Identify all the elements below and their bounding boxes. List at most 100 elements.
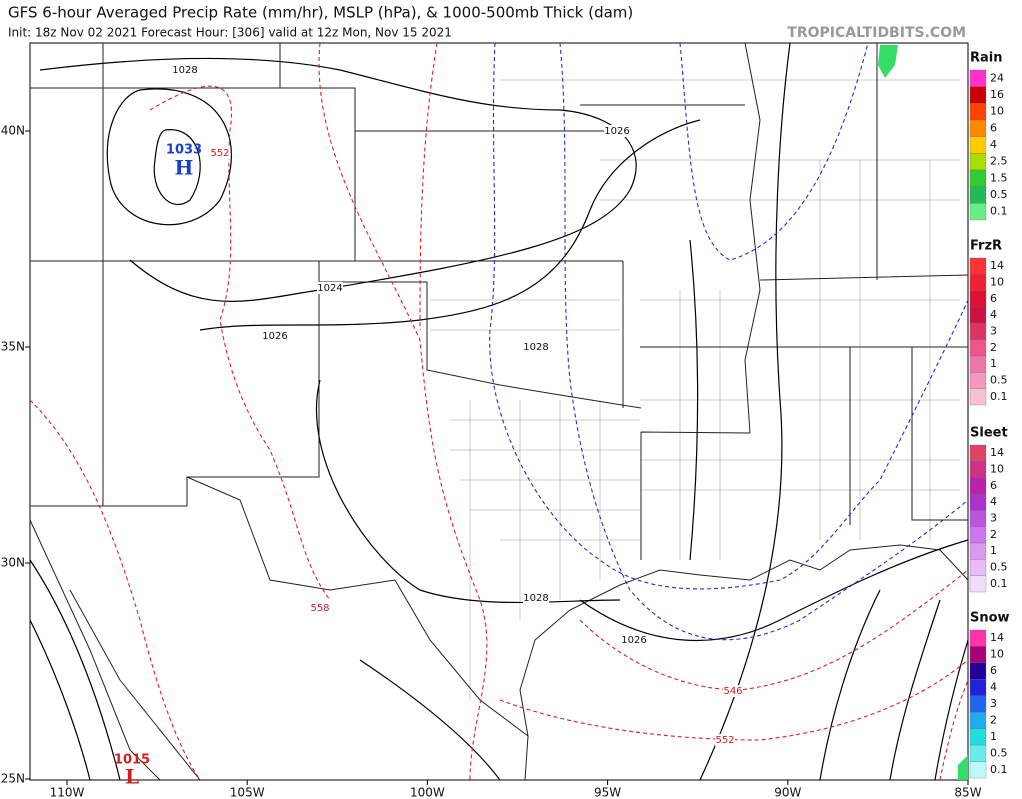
- legend-swatch: [969, 355, 987, 373]
- legend-label: 10: [990, 463, 1004, 476]
- legend-swatch: [969, 388, 987, 406]
- low-symbol: L: [125, 765, 139, 789]
- isobars: [29, 42, 969, 781]
- legend-title: FrzR: [970, 239, 1002, 254]
- legend-label: 4: [990, 308, 997, 321]
- legend-label: 3: [990, 697, 997, 710]
- thickness-label: 552: [715, 735, 734, 746]
- lon-label: 85W: [954, 786, 981, 799]
- legend-swatch: [969, 728, 987, 746]
- legend-label: 14: [990, 446, 1004, 459]
- legend-swatch: [969, 646, 987, 664]
- legend-label: 10: [990, 105, 1004, 118]
- map: [29, 42, 969, 781]
- lat-label: 40N: [1, 124, 25, 138]
- legend-label: 24: [990, 71, 1004, 84]
- lon-label: 90W: [774, 786, 801, 799]
- map-frame: [29, 42, 969, 781]
- legend-label: 0.5: [990, 746, 1008, 759]
- legend-swatch: [969, 761, 987, 779]
- legend-title: Rain: [970, 51, 1003, 66]
- county-lines: [430, 79, 960, 700]
- lat-label: 25N: [1, 772, 25, 786]
- legend-label: 3: [990, 512, 997, 525]
- thickness-contours: [29, 42, 969, 781]
- legend-swatch: [969, 119, 987, 137]
- legend-swatch: [969, 69, 987, 87]
- isobar-label: 1026: [621, 635, 646, 646]
- lon-label: 105W: [230, 786, 265, 799]
- legend-swatch: [969, 461, 987, 478]
- legend-label: 1: [990, 544, 997, 557]
- isobar-label: 1026: [262, 331, 287, 342]
- legend-label: 2: [990, 713, 997, 726]
- legend-swatch: [969, 169, 987, 187]
- legend-swatch: [969, 575, 987, 593]
- legend-label: 6: [990, 121, 997, 134]
- precip-area: [958, 755, 968, 780]
- legend-label: 14: [990, 631, 1004, 644]
- legend-label: 0.5: [990, 374, 1008, 387]
- legend-label: 6: [990, 292, 997, 305]
- legend-swatch: [969, 526, 987, 544]
- legend-label: 6: [990, 664, 997, 677]
- legend-label: 2: [990, 528, 997, 541]
- legend-swatch: [969, 274, 987, 291]
- legend-swatch: [969, 662, 987, 680]
- legend-swatch: [969, 510, 987, 527]
- legend-swatch: [969, 629, 987, 647]
- legend-swatch: [969, 136, 987, 154]
- legend-label: 0.5: [990, 561, 1008, 574]
- legend-label: 2.5: [990, 155, 1008, 168]
- label-bg: [523, 341, 549, 353]
- label-bg: [262, 330, 288, 342]
- label-bg: [310, 602, 330, 614]
- legend-swatch: [969, 339, 987, 357]
- lon-label: 95W: [594, 786, 621, 799]
- legend-swatch: [969, 695, 987, 713]
- legend-label: 10: [990, 648, 1004, 661]
- lon-label: 100W: [410, 786, 445, 799]
- lat-label: 30N: [1, 556, 25, 570]
- legend-title: Snow: [970, 611, 1010, 626]
- legend-swatch: [969, 679, 987, 696]
- legend-swatch: [969, 559, 987, 576]
- legend-swatch: [969, 203, 987, 221]
- legend-label: 1: [990, 730, 997, 743]
- legend-label: 16: [990, 88, 1004, 101]
- title: GFS 6-hour Averaged Precip Rate (mm/hr),…: [8, 4, 633, 22]
- legend-swatch: [969, 712, 987, 729]
- legend-label: 0.1: [990, 390, 1008, 403]
- legend-swatch: [969, 257, 987, 275]
- label-bg: [210, 147, 230, 159]
- legend: Rain241610642.51.50.50.1FrzR1410643210.5…: [969, 51, 1010, 779]
- lat-label: 35N: [1, 340, 25, 354]
- label-bg: [715, 734, 735, 746]
- label-bg: [523, 592, 549, 604]
- legend-label: 1.5: [990, 171, 1008, 184]
- legend-swatch: [969, 372, 987, 389]
- watermark: TROPICALTIDBITS.COM: [787, 25, 966, 41]
- legend-swatch: [969, 186, 987, 204]
- legend-swatch: [969, 153, 987, 171]
- isobar-label: 1028: [523, 342, 548, 353]
- label-bg: [723, 685, 743, 697]
- legend-label: 0.5: [990, 188, 1008, 201]
- legend-label: 4: [990, 495, 997, 508]
- legend-swatch: [969, 444, 987, 462]
- legend-label: 1: [990, 357, 997, 370]
- legend-swatch: [969, 477, 987, 495]
- legend-title: Sleet: [970, 426, 1008, 441]
- legend-label: 2: [990, 341, 997, 354]
- legend-label: 3: [990, 325, 997, 338]
- init-line: Init: 18z Nov 02 2021 Forecast Hour: [30…: [8, 26, 452, 40]
- thickness-label: 552: [210, 148, 229, 159]
- legend-label: 4: [990, 681, 997, 694]
- label-bg: [172, 64, 198, 76]
- legend-label: 6: [990, 479, 997, 492]
- high-pressure: 1033: [166, 143, 202, 158]
- state-borders: [29, 42, 969, 781]
- legend-swatch: [969, 493, 987, 511]
- thickness-label: 546: [723, 686, 742, 697]
